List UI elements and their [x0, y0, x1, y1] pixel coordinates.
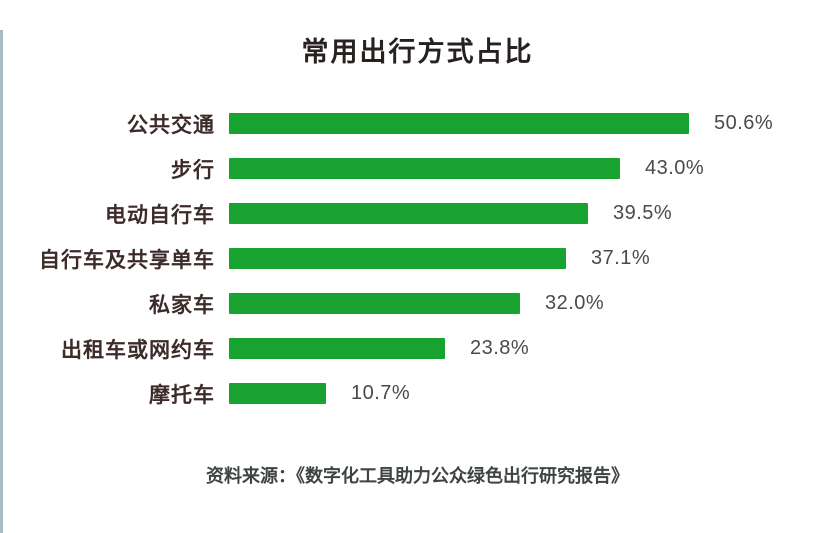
bar-category-label: 电动自行车: [105, 203, 215, 227]
bar-track: 37.1%: [229, 247, 832, 270]
bar-category-label: 私家车: [149, 293, 215, 317]
chart-title: 常用出行方式占比: [301, 37, 534, 67]
bar-category-label: 摩托车: [149, 383, 215, 407]
bar-category-label: 出租车或网约车: [61, 338, 215, 362]
bar-value-label: 39.5%: [613, 202, 673, 224]
bar-category-label: 公共交通: [127, 113, 215, 137]
bar: [229, 203, 588, 224]
bar-row: 私家车 32.0%: [3, 281, 832, 326]
bar-track: 23.8%: [229, 337, 832, 360]
bar-track: 10.7%: [229, 382, 832, 405]
bar: [229, 383, 326, 404]
bar-value-label: 23.8%: [470, 337, 530, 359]
bar-value-label: 10.7%: [351, 382, 411, 404]
bar-track: 32.0%: [229, 292, 832, 315]
bar-row: 公共交通 50.6%: [3, 101, 832, 146]
bar-rows: 公共交通 50.6% 步行 43.0% 电动自行车 39.5% 自行车及共享单车 37.1% 私…: [3, 101, 832, 416]
bar-row: 电动自行车 39.5%: [3, 191, 832, 236]
bar: [229, 113, 689, 134]
bar-track: 43.0%: [229, 157, 832, 180]
bar: [229, 158, 620, 179]
bar: [229, 293, 520, 314]
bar: [229, 248, 566, 269]
bar-value-label: 50.6%: [714, 112, 774, 134]
bar-row: 自行车及共享单车 37.1%: [3, 236, 832, 281]
bar-value-label: 37.1%: [591, 247, 651, 269]
bar: [229, 338, 445, 359]
chart-canvas: 常用出行方式占比 公共交通 50.6% 步行 43.0% 电动自行车 39.5% 自行车及共…: [0, 30, 832, 533]
bar-track: 50.6%: [229, 112, 832, 135]
bar-category-label: 步行: [171, 158, 215, 182]
bar-track: 39.5%: [229, 202, 832, 225]
bar-row: 摩托车 10.7%: [3, 371, 832, 416]
bar-row: 步行 43.0%: [3, 146, 832, 191]
source-caption: 资料来源：《数字化工具助力公众绿色出行研究报告》: [206, 466, 629, 486]
bar-value-label: 32.0%: [545, 292, 605, 314]
bar-value-label: 43.0%: [645, 157, 705, 179]
bar-category-label: 自行车及共享单车: [39, 248, 215, 272]
bar-row: 出租车或网约车 23.8%: [3, 326, 832, 371]
